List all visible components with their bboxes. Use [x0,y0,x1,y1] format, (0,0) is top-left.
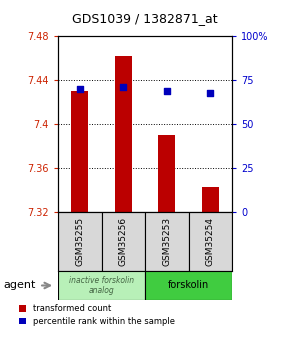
Bar [71,91,88,212]
Text: inactive forskolin
analog: inactive forskolin analog [69,276,134,295]
Bar [202,187,219,212]
Text: agent: agent [3,280,35,290]
Text: forskolin: forskolin [168,280,209,290]
Text: GSM35254: GSM35254 [206,217,215,266]
Bar [158,135,175,212]
Point [208,90,213,95]
Bar [145,212,188,271]
Point [164,88,169,93]
Text: GDS1039 / 1382871_at: GDS1039 / 1382871_at [72,12,218,26]
Bar [188,212,232,271]
Bar [115,56,132,212]
Point [121,85,126,90]
Text: GSM35256: GSM35256 [119,217,128,266]
Text: GSM35255: GSM35255 [75,217,84,266]
Bar [58,271,145,300]
Bar [102,212,145,271]
Bar [145,271,232,300]
Bar [58,212,102,271]
Text: GSM35253: GSM35253 [162,217,171,266]
Legend: transformed count, percentile rank within the sample: transformed count, percentile rank withi… [19,304,175,326]
Point [77,86,82,92]
